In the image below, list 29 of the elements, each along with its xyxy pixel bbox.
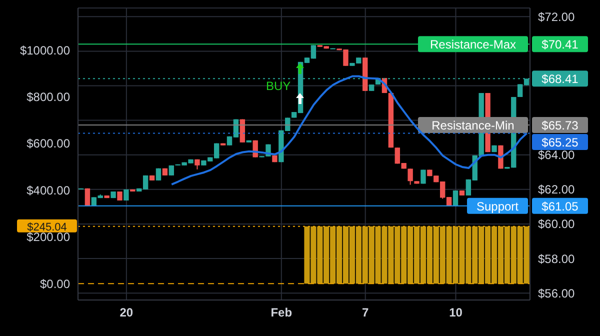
annotation: BUY: [266, 79, 291, 93]
y-tick-label: $58.00: [538, 252, 576, 266]
y2-tick-label: $400.00: [26, 183, 70, 198]
y-tick-label: $60.00: [538, 217, 576, 232]
y-tick-label: $72.00: [538, 10, 576, 24]
x-tick-label: 7: [362, 306, 369, 320]
x-tick-label: Feb: [270, 306, 292, 320]
y2-tick-label: $0.00: [40, 276, 70, 291]
x-tick-label: 20: [120, 306, 134, 320]
candlestick: [452, 190, 458, 206]
candlestick: [420, 169, 426, 184]
candlestick: [156, 168, 162, 181]
annotation: Resistance-Max: [430, 38, 516, 52]
ref-line-label: $68.41: [542, 72, 579, 86]
annotation: Resistance-Min: [432, 118, 514, 132]
y2-tick-label: $800.00: [26, 90, 70, 104]
ref-line-label: $65.25: [542, 135, 579, 150]
y2-tick-label: $1000.00: [20, 43, 70, 58]
candlestick: [408, 168, 413, 186]
ref-line-label: $61.05: [542, 199, 579, 214]
y-tick-label: $62.00: [538, 182, 576, 197]
candlestick: [84, 188, 90, 206]
x-tick-label: 10: [449, 306, 463, 320]
annotation: Support: [476, 199, 520, 214]
y-tick-label: $56.00: [538, 286, 576, 300]
y-tick-label: $64.00: [538, 148, 576, 162]
ref-line-label: $70.41: [542, 38, 579, 52]
y2-tick-label: $600.00: [26, 136, 70, 151]
ref-line-label: $65.73: [542, 118, 579, 132]
